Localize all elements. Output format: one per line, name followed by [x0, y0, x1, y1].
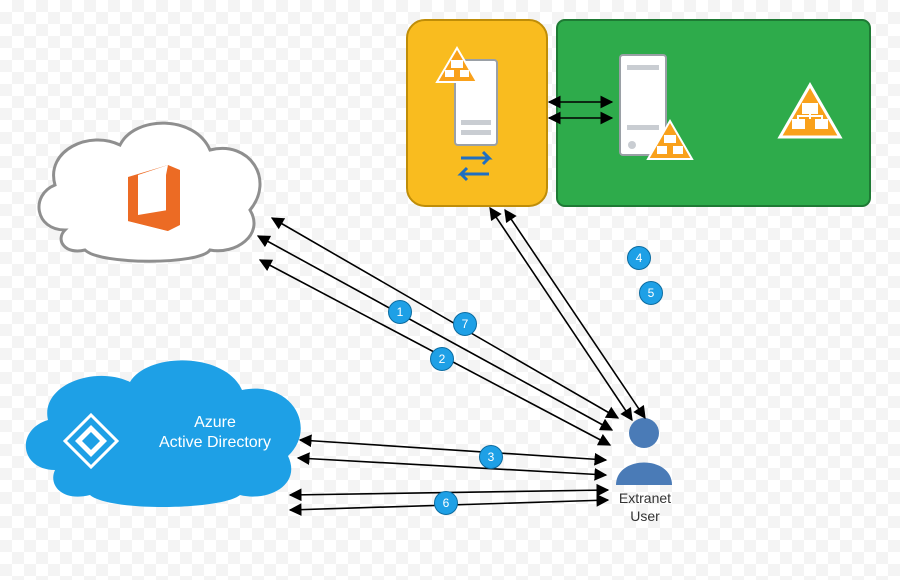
step-1: 1 — [388, 300, 412, 324]
step-3: 3 — [479, 445, 503, 469]
azure-line2: Active Directory — [159, 434, 271, 451]
azure-line1: Azure — [194, 414, 236, 431]
extranet-user-icon — [616, 418, 672, 485]
azure-ad-label: Azure Active Directory — [115, 413, 315, 453]
step-6: 6 — [434, 491, 458, 515]
step-4: 4 — [627, 246, 651, 270]
step-2: 2 — [430, 347, 454, 371]
step-5: 5 — [639, 281, 663, 305]
extranet-user-label: Extranet User — [610, 490, 680, 525]
step-7: 7 — [453, 312, 477, 336]
diagram-canvas: Azure Active Directory Extranet User 1 2… — [0, 0, 900, 580]
office365-cloud — [39, 123, 260, 261]
